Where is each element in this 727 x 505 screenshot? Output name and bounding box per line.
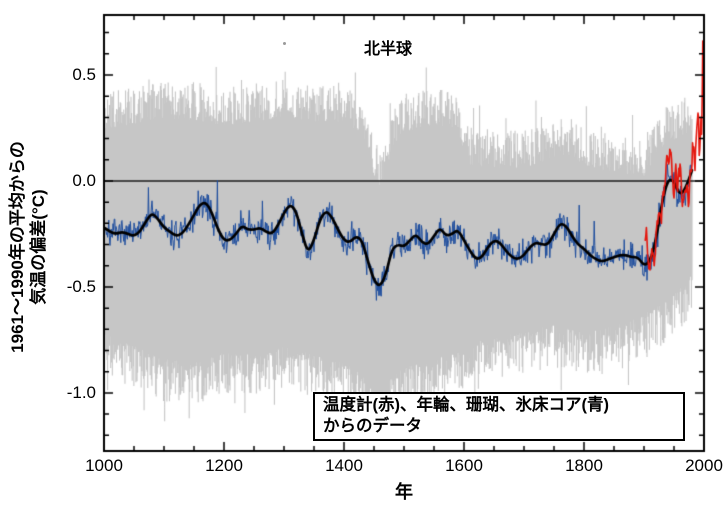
y-axis-label-line-1: 1961～1990年の平均からの — [7, 141, 27, 353]
y-axis-label: 1961～1990年の平均からの 気温の偏差(°C) — [7, 141, 50, 353]
y-axis-tick-label: -1.0 — [66, 382, 96, 402]
scan-speck — [283, 42, 286, 45]
chart-title: 北半球 — [363, 41, 412, 58]
x-axis-tick-label: 1400 — [325, 456, 363, 475]
y-axis-label-line-2: 気温の偏差(°C) — [29, 189, 48, 305]
y-axis-tick-label: 0.0 — [72, 170, 96, 190]
y-axis-tick-label: 0.5 — [72, 64, 96, 84]
x-axis-tick-label: 1800 — [565, 456, 603, 475]
y-axis-tick-label: -0.5 — [66, 276, 96, 296]
legend-box: 温度計(赤)、年輪、珊瑚、氷床コア(青) からのデータ — [313, 392, 685, 442]
legend-line-2: からのデータ — [323, 416, 422, 435]
x-axis-tick-label: 1600 — [445, 456, 483, 475]
x-axis-tick-label: 1200 — [205, 456, 243, 475]
x-axis-tick-label: 1000 — [85, 456, 123, 475]
legend-line-1: 温度計(赤)、年輪、珊瑚、氷床コア(青) — [323, 396, 609, 414]
x-axis-tick-label: 2000 — [685, 456, 723, 475]
x-axis-label: 年 — [395, 482, 413, 502]
